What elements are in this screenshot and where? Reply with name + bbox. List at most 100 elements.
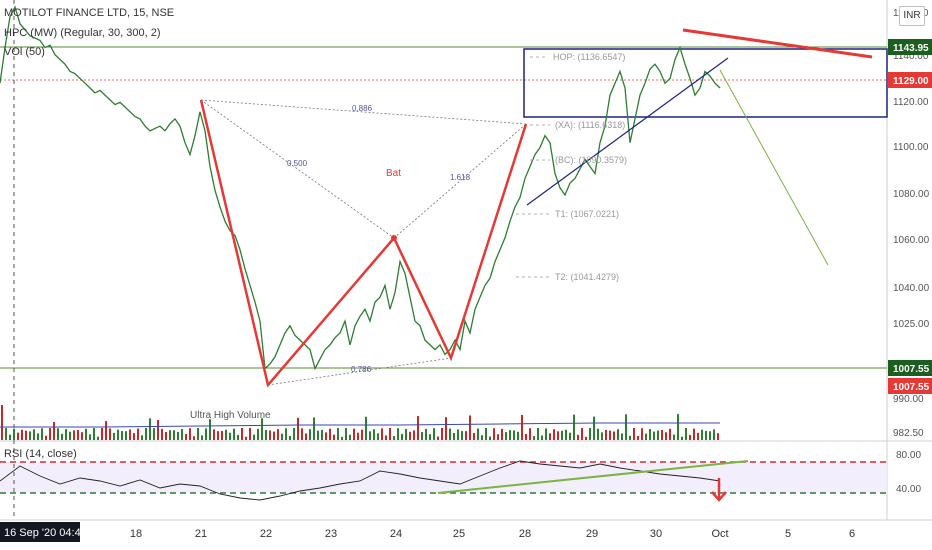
volume-bar <box>425 428 427 440</box>
volume-bar <box>681 436 683 440</box>
volume-bar <box>293 428 295 440</box>
rsi-line[interactable] <box>0 460 721 501</box>
volume-bar <box>109 428 111 440</box>
volume-bar <box>9 434 11 440</box>
time-tick-label: 18 <box>130 528 142 540</box>
volume-bar <box>541 435 543 440</box>
price-tick-label: 1080.00 <box>893 189 930 200</box>
volume-bar <box>265 430 267 440</box>
volume-bar <box>357 432 359 440</box>
volume-bar <box>445 417 447 440</box>
volume-bar <box>225 429 227 440</box>
time-tick-label: 22 <box>260 528 272 540</box>
svg-text:16 Sep '20 04:45: 16 Sep '20 04:45 <box>4 527 87 539</box>
volume-bar <box>629 435 631 440</box>
time-tick-label: 30 <box>650 528 662 540</box>
volume-bar <box>145 428 147 440</box>
rsi-band <box>0 462 887 493</box>
price-tick-label: 1060.00 <box>893 235 930 246</box>
volume-bar <box>45 435 47 440</box>
volume-bar <box>717 433 719 440</box>
time-axis[interactable]: 16 Sep '20 04:45 18 21 22 23 24 25 28 29 30 Oct 5 6 <box>0 522 855 542</box>
price-tick-label: 1025.00 <box>893 319 930 330</box>
volume-bar <box>665 432 667 440</box>
volume-bar <box>545 428 547 440</box>
volume-bar <box>577 434 579 440</box>
rsi-trendline[interactable] <box>437 460 749 494</box>
volume-bar <box>61 433 63 440</box>
volume-bar <box>465 431 467 440</box>
volume-bar <box>393 436 395 440</box>
volume-bar <box>453 433 455 440</box>
volume-bar <box>697 432 699 440</box>
volume-bar <box>65 429 67 440</box>
volume-bar <box>137 428 139 440</box>
volume-bar <box>485 428 487 440</box>
volume-bar <box>397 428 399 440</box>
volume-bar <box>593 416 595 440</box>
volume-bar <box>133 433 135 440</box>
volume-bar <box>41 428 43 440</box>
volume-bar <box>645 433 647 440</box>
volume-bar <box>353 428 355 440</box>
volume-bar <box>365 416 367 440</box>
volume-bar <box>85 428 87 440</box>
volume-bar <box>689 434 691 440</box>
volume-bar <box>701 429 703 440</box>
price-tick-label: 1040.00 <box>893 283 930 294</box>
price-badge-label: 1143.95 <box>893 43 929 54</box>
volume-bar <box>685 428 687 440</box>
trendline-resistance[interactable] <box>682 28 873 59</box>
price-line[interactable] <box>0 5 721 371</box>
volume-bar <box>97 436 99 440</box>
target-label-t2: T2: (1041.4279) <box>555 272 619 282</box>
currency-button[interactable]: INR <box>899 6 925 26</box>
pattern-point-b <box>391 235 397 241</box>
volume-bar <box>677 414 679 440</box>
volume-bar <box>373 429 375 440</box>
volume-bar <box>253 434 255 440</box>
volume-bar <box>129 429 131 440</box>
indicator-1: HPC (MW) (Regular, 30, 300, 2) <box>4 27 161 39</box>
volume-bar <box>169 430 171 440</box>
volume-bar <box>237 434 239 440</box>
prz-box[interactable] <box>523 48 888 118</box>
price-badge-label: 1129.00 <box>893 76 929 87</box>
volume-bar <box>25 430 27 440</box>
volume-bar <box>513 430 515 440</box>
volume-bar <box>49 428 51 440</box>
volume-bar <box>517 431 519 440</box>
volume-bar <box>657 430 659 440</box>
rsi-label: RSI (14, close) <box>4 448 77 460</box>
volume-bar <box>185 434 187 440</box>
volume-bar <box>361 429 363 440</box>
volume-bar <box>589 428 591 440</box>
rsi-axis[interactable]: 80.00 40.00 <box>896 450 921 495</box>
volume-bar <box>21 429 23 440</box>
volume-bar <box>149 418 151 440</box>
ratio-label-1: 0.886 <box>352 104 373 113</box>
volume-bar <box>157 420 159 440</box>
volume-bar <box>401 433 403 440</box>
volume-bar <box>189 428 191 440</box>
volume-bar <box>233 428 235 440</box>
time-tick-label: 5 <box>785 528 791 540</box>
volume-bar <box>389 428 391 440</box>
volume-bar <box>161 428 163 440</box>
volume-bar <box>281 433 283 440</box>
volume-bar <box>209 419 211 440</box>
volume-bar <box>81 432 83 440</box>
volume-bar <box>569 432 571 440</box>
volume-bar <box>449 428 451 440</box>
volume-bar <box>537 428 539 440</box>
volume-bar <box>457 429 459 440</box>
volume-bar <box>301 428 303 440</box>
rsi-tick-label: 40.00 <box>896 484 921 495</box>
volume-bar <box>73 430 75 440</box>
price-badge: 1007.55 <box>888 360 932 376</box>
target-label-bc: (BC): (1090.3579) <box>555 155 627 165</box>
volume-bar <box>221 430 223 440</box>
volume-bar <box>493 428 495 440</box>
trendline-support[interactable] <box>526 57 729 206</box>
